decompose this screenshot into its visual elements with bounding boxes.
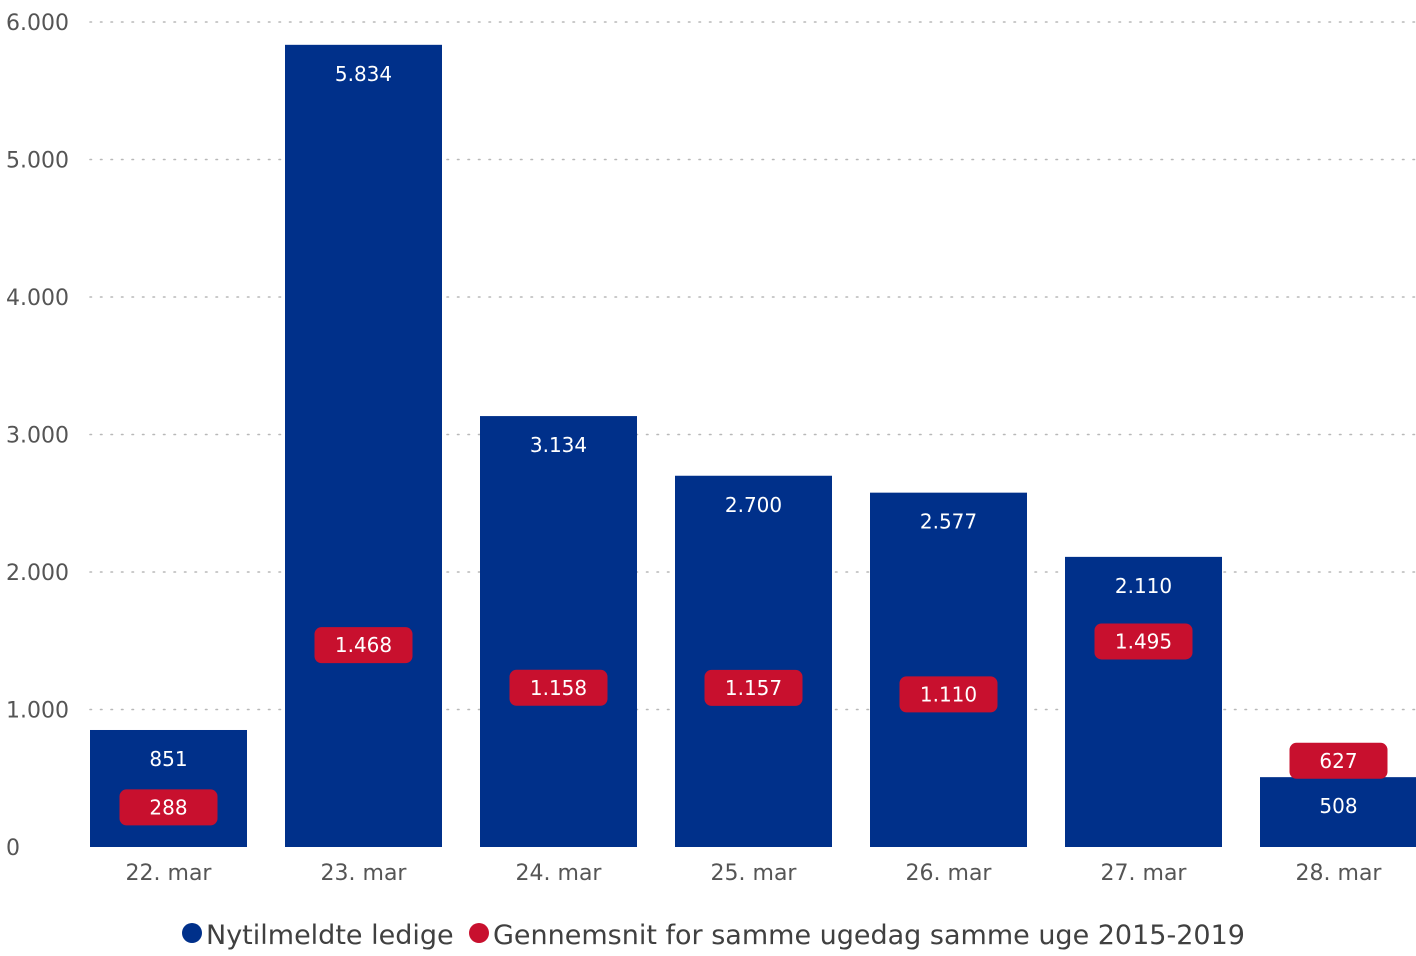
average-value-label: 288 <box>149 795 187 819</box>
bar-nytilmeldte-ledige <box>90 729 247 847</box>
x-tick-label: 26. mar <box>906 861 993 886</box>
bar-value-label: 2.110 <box>1115 574 1172 598</box>
bar-nytilmeldte-ledige <box>1260 777 1416 847</box>
x-tick-label: 23. mar <box>321 861 408 886</box>
bar-value-label: 5.834 <box>335 62 392 86</box>
bar-value-label: 2.577 <box>920 510 977 534</box>
y-tick-label: 5.000 <box>6 149 69 174</box>
y-tick-label: 2.000 <box>6 561 69 586</box>
average-marker <box>119 789 218 826</box>
x-tick-label: 25. mar <box>711 861 798 886</box>
average-marker <box>704 669 803 706</box>
average-value-label: 1.157 <box>725 676 782 700</box>
y-tick-label: 4.000 <box>6 286 69 311</box>
average-value-label: 627 <box>1319 749 1357 773</box>
y-axis: 0 1.000 2.000 3.000 4.000 5.000 6.000 <box>6 11 69 861</box>
average-value-label: 1.158 <box>530 676 587 700</box>
average-value-label: 1.468 <box>335 633 392 657</box>
bar-nytilmeldte-ledige <box>675 475 832 847</box>
x-tick-label: 27. mar <box>1101 861 1188 886</box>
bar-value-label: 3.134 <box>530 433 587 457</box>
bar-value-label: 2.700 <box>725 493 782 517</box>
average-value-label: 1.495 <box>1115 629 1172 653</box>
legend: Nytilmeldte ledige Gennemsnit for samme u… <box>182 920 1245 951</box>
y-tick-label: 0 <box>6 836 20 861</box>
bar-nytilmeldte-ledige <box>285 44 442 847</box>
bar-nytilmeldte-ledige <box>480 416 637 847</box>
x-tick-label: 24. mar <box>516 861 603 886</box>
average-marker <box>314 627 413 664</box>
average-marker <box>1094 623 1193 660</box>
x-tick-label: 22. mar <box>126 861 213 886</box>
x-tick-label: 28. mar <box>1296 861 1383 886</box>
average-value-label: 1.110 <box>920 682 977 706</box>
legend-swatch-nytilmeldte-ledige <box>182 923 202 943</box>
bar-value-label: 851 <box>149 747 187 771</box>
bar-nytilmeldte-ledige <box>1065 556 1222 847</box>
x-axis: 22. mar 23. mar 24. mar 25. mar 26. mar 27. m… <box>126 861 1383 886</box>
y-tick-label: 3.000 <box>6 424 69 449</box>
average-marker <box>1289 742 1388 779</box>
y-tick-label: 6.000 <box>6 11 69 36</box>
average-marker <box>509 669 608 706</box>
legend-label-gennemsnit: Gennemsnit for samme ugedag samme uge 20… <box>493 920 1245 951</box>
legend-swatch-gennemsnit <box>469 923 489 943</box>
legend-label-nytilmeldte-ledige: Nytilmeldte ledige <box>206 920 454 951</box>
bar-nytilmeldte-ledige <box>870 492 1027 847</box>
average-marker <box>899 676 998 713</box>
bars: 851 288 5.834 1.468 3.134 1.158 2.700 1.157 2.57… <box>90 44 1416 847</box>
bar-value-label: 508 <box>1319 794 1357 818</box>
y-tick-label: 1.000 <box>6 699 69 724</box>
